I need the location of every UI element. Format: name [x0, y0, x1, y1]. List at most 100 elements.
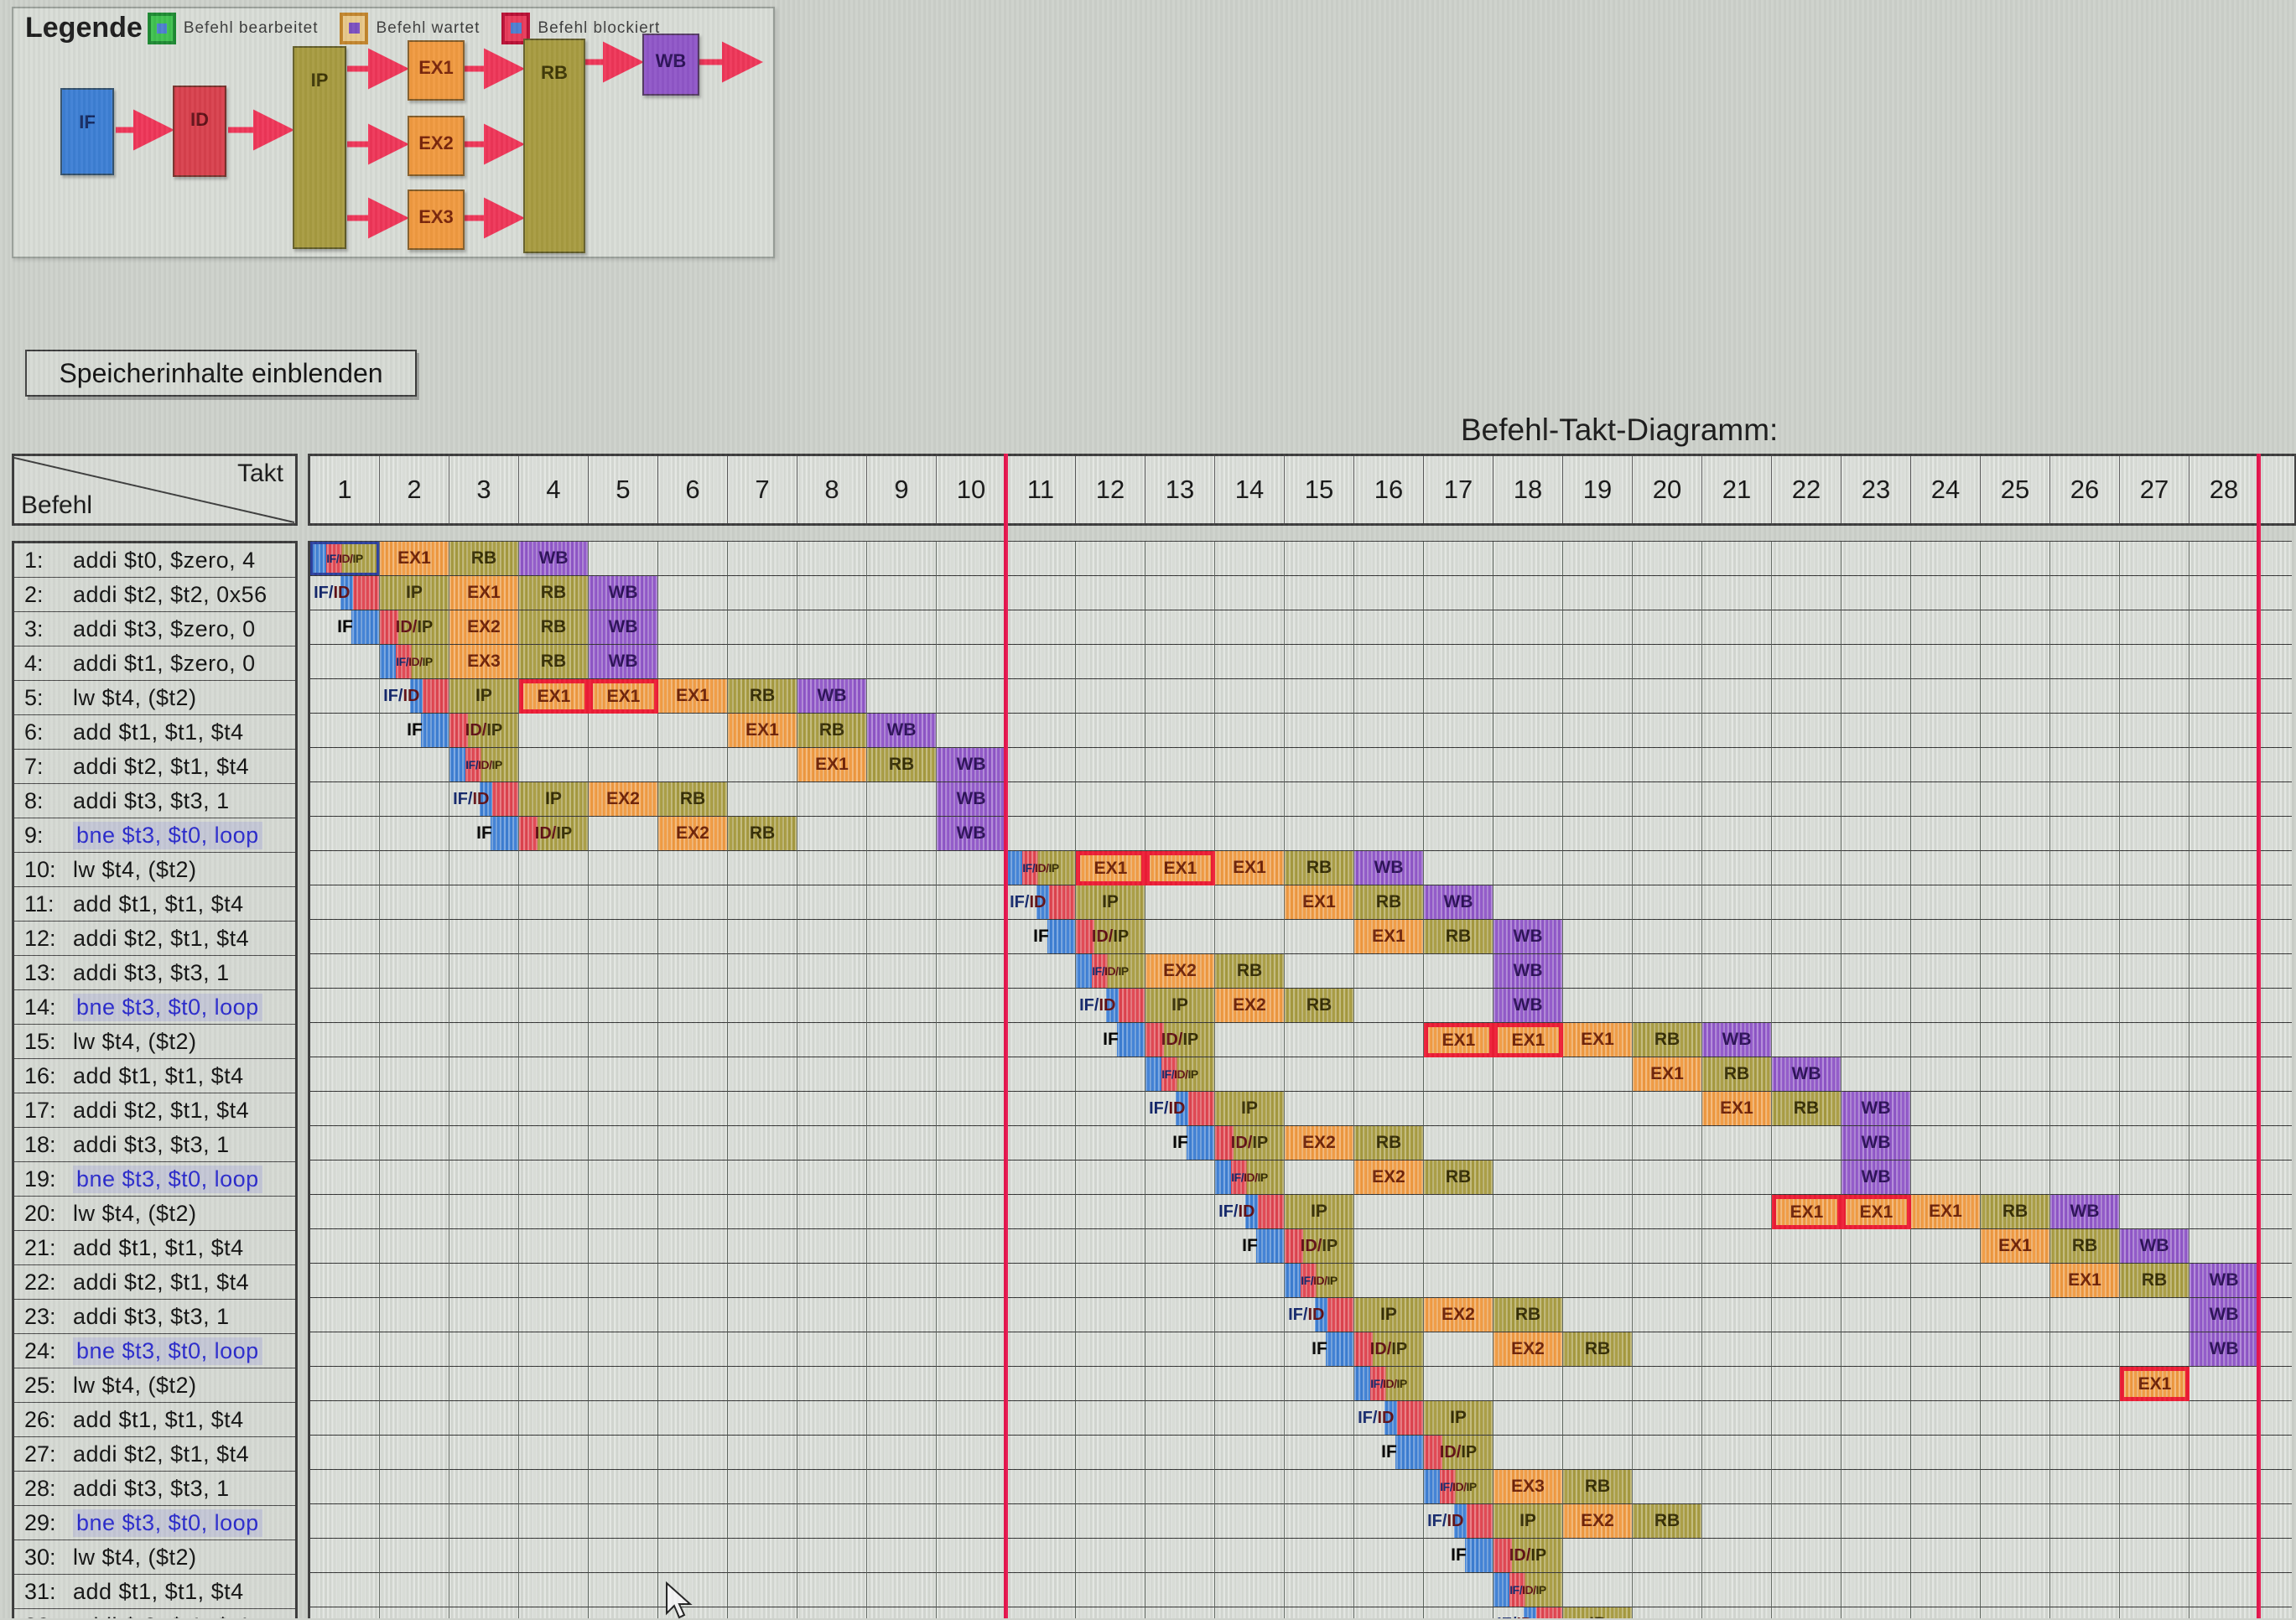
stage-cell-label: ID/IP [395, 617, 434, 636]
empty-cell [1424, 576, 1493, 610]
instruction-number: 20: [24, 1200, 56, 1226]
empty-cell [1563, 817, 1633, 851]
empty-cell [380, 1195, 449, 1229]
empty-cell [2190, 748, 2259, 782]
empty-cell [519, 989, 589, 1023]
empty-cell [1424, 782, 1493, 817]
empty-cell [380, 1504, 449, 1539]
empty-cell [658, 610, 728, 645]
stage-cell-label: WB [608, 617, 638, 636]
pipeline-grid-row: IF/ID IP EX1 RB WB [310, 1092, 2292, 1126]
stage-cell-ex2: EX2 [449, 610, 519, 645]
empty-cell [1841, 679, 1911, 714]
empty-cell [380, 817, 449, 851]
empty-cell [2120, 782, 2190, 817]
stage-cell-label: RB [1793, 1098, 1820, 1118]
pipeline-grid-row: IF/ID IP EX2 RB WB [310, 1298, 2292, 1332]
empty-cell [380, 1401, 449, 1436]
empty-cell [2050, 1298, 2120, 1332]
empty-cell-partial [2259, 645, 2292, 679]
instruction-row: 14: bne $t3, $t0, loop [14, 990, 295, 1025]
empty-cell [519, 885, 589, 920]
empty-cell [589, 714, 658, 748]
stage-cell-ifid: IF/ID [1493, 1607, 1563, 1618]
stage-cell-label: IF/ID/IP [1440, 1480, 1477, 1493]
empty-cell [1076, 714, 1145, 748]
empty-cell [1633, 1160, 1702, 1195]
stage-cell-rb: RB [1702, 1057, 1772, 1092]
instruction-row: 5: lw $t4, ($t2) [14, 681, 295, 715]
empty-cell [1424, 1332, 1493, 1367]
empty-cell [1424, 817, 1493, 851]
empty-cell [1076, 1436, 1145, 1470]
empty-cell [1911, 610, 1981, 645]
instruction-row: 18: addi $t3, $t3, 1 [14, 1128, 295, 1162]
stage-cell-label: RB [1584, 1339, 1611, 1358]
empty-cell [1354, 645, 1424, 679]
empty-cell-partial [2259, 1401, 2292, 1436]
empty-cell [1493, 610, 1563, 645]
empty-cell [1981, 1092, 2050, 1126]
pipeline-grid-row: IF ID/IP EX2 RB WB [310, 610, 2292, 645]
empty-cell [797, 1401, 867, 1436]
empty-cell [449, 1332, 519, 1367]
stage-cell-label: RB [540, 652, 567, 671]
stage-cell-label: IF [1242, 1236, 1258, 1255]
stage-cell-label: EX1 [1233, 858, 1266, 877]
empty-cell-partial [2259, 851, 2292, 885]
empty-cell [1563, 885, 1633, 920]
empty-cell [937, 989, 1006, 1023]
empty-cell [519, 1504, 589, 1539]
pipeline-grid-row: IF/ID/IP EX1 RB WB [310, 542, 2292, 576]
takt-header-cell: 11 [1006, 456, 1076, 523]
empty-cell [310, 954, 380, 989]
instruction-row: 26: add $t1, $t1, $t4 [14, 1403, 295, 1437]
stage-cell-idip: ID/IP [1424, 1436, 1493, 1470]
empty-cell [1911, 1229, 1981, 1264]
empty-cell [797, 1470, 867, 1504]
stage-cell-ex1b: EX1 [519, 679, 589, 714]
empty-cell [449, 1367, 519, 1401]
empty-cell [1981, 714, 2050, 748]
empty-cell [1215, 885, 1285, 920]
show-memory-button[interactable]: Speicherinhalte einblenden [25, 350, 417, 397]
empty-cell [2050, 1573, 2120, 1607]
empty-cell [1702, 851, 1772, 885]
empty-cell [519, 1160, 589, 1195]
stage-cell-label: EX1 [1790, 1202, 1824, 1222]
empty-cell [380, 1332, 449, 1367]
empty-cell [2190, 1436, 2259, 1470]
empty-cell [1911, 1092, 1981, 1126]
stage-cell-label: WB [2209, 1305, 2239, 1324]
empty-cell [1493, 714, 1563, 748]
empty-cell [658, 1504, 728, 1539]
empty-cell [1702, 679, 1772, 714]
stage-cell-label: ID/IP [1369, 1339, 1408, 1358]
empty-cell [589, 1573, 658, 1607]
empty-cell-partial [2259, 1539, 2292, 1573]
instruction-text: addi $t2, $t1, $t4 [73, 925, 250, 951]
instruction-text: lw $t4, ($t2) [73, 1200, 197, 1226]
stage-cell-label: WB [886, 720, 917, 740]
empty-cell [867, 1160, 937, 1195]
empty-cell [1424, 748, 1493, 782]
empty-cell [1215, 1264, 1285, 1298]
stage-cell-label: IF/ID [383, 686, 420, 705]
empty-cell [867, 817, 937, 851]
stage-cell-label: EX1 [815, 755, 849, 774]
instruction-text: addi $t2, $t1, $t4 [73, 753, 250, 779]
empty-cell [2120, 954, 2190, 989]
stage-cell-rb: RB [1563, 1470, 1633, 1504]
empty-cell [658, 851, 728, 885]
instruction-text: add $t1, $t1, $t4 [73, 719, 244, 745]
instruction-text: addi $t3, $t3, 1 [73, 1475, 230, 1501]
stage-cell-label: IF/ID/IP [1231, 1171, 1268, 1184]
empty-cell [1911, 1607, 1981, 1618]
stage-cell-wb: WB [1354, 851, 1424, 885]
stage-cell-label: IF/ID/IP [1092, 964, 1129, 978]
empty-cell [728, 1023, 797, 1057]
empty-cell [1841, 885, 1911, 920]
empty-cell [867, 920, 937, 954]
takt-header-cell: 22 [1772, 456, 1841, 523]
empty-cell [1911, 1401, 1981, 1436]
